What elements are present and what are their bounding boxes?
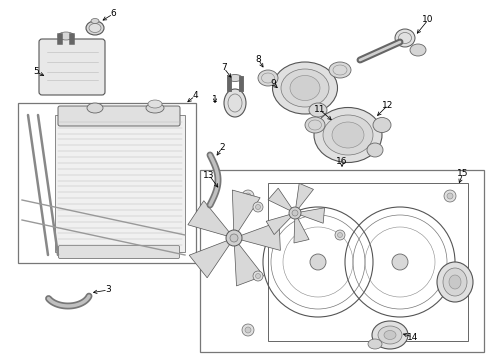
Text: 7: 7 xyxy=(221,63,227,72)
Ellipse shape xyxy=(91,18,99,23)
Circle shape xyxy=(226,230,242,246)
Text: 2: 2 xyxy=(219,144,225,153)
Ellipse shape xyxy=(89,23,101,32)
Text: 16: 16 xyxy=(336,158,348,166)
Ellipse shape xyxy=(367,143,383,157)
Polygon shape xyxy=(188,201,230,237)
Circle shape xyxy=(242,190,254,202)
Circle shape xyxy=(444,190,456,202)
Circle shape xyxy=(245,193,251,199)
Ellipse shape xyxy=(272,62,338,114)
Circle shape xyxy=(253,202,263,212)
Ellipse shape xyxy=(86,21,104,35)
Polygon shape xyxy=(240,222,280,251)
Polygon shape xyxy=(55,115,185,252)
Polygon shape xyxy=(266,214,292,235)
Ellipse shape xyxy=(329,62,351,78)
Text: 13: 13 xyxy=(203,171,215,180)
Polygon shape xyxy=(295,183,314,210)
Circle shape xyxy=(230,234,238,242)
Ellipse shape xyxy=(305,117,325,133)
Text: 3: 3 xyxy=(105,285,111,294)
Ellipse shape xyxy=(309,103,327,117)
Ellipse shape xyxy=(87,103,103,113)
Circle shape xyxy=(335,230,345,240)
Ellipse shape xyxy=(373,117,391,132)
Circle shape xyxy=(310,254,326,270)
Circle shape xyxy=(245,327,251,333)
Ellipse shape xyxy=(148,100,162,108)
Bar xyxy=(268,183,468,341)
Circle shape xyxy=(255,274,261,279)
Polygon shape xyxy=(234,243,264,286)
Ellipse shape xyxy=(410,44,426,56)
Ellipse shape xyxy=(378,326,402,344)
Ellipse shape xyxy=(323,115,373,155)
Circle shape xyxy=(253,271,263,281)
Ellipse shape xyxy=(314,108,382,162)
Text: 8: 8 xyxy=(255,54,261,63)
Bar xyxy=(18,103,196,263)
Polygon shape xyxy=(268,188,293,211)
FancyBboxPatch shape xyxy=(39,39,105,95)
Ellipse shape xyxy=(281,69,329,107)
Polygon shape xyxy=(299,208,324,223)
Polygon shape xyxy=(232,190,260,233)
Ellipse shape xyxy=(146,103,164,113)
FancyBboxPatch shape xyxy=(58,106,180,126)
Ellipse shape xyxy=(258,70,278,86)
Ellipse shape xyxy=(368,339,382,349)
Text: 5: 5 xyxy=(33,68,39,77)
Circle shape xyxy=(392,254,408,270)
Ellipse shape xyxy=(224,89,246,117)
Circle shape xyxy=(255,204,261,210)
Text: 14: 14 xyxy=(407,333,418,342)
Circle shape xyxy=(242,324,254,336)
Ellipse shape xyxy=(384,330,396,339)
Text: 4: 4 xyxy=(192,91,198,100)
Polygon shape xyxy=(189,240,231,278)
Text: 10: 10 xyxy=(422,15,434,24)
Ellipse shape xyxy=(372,321,408,349)
Text: 9: 9 xyxy=(270,80,276,89)
Text: 15: 15 xyxy=(457,168,469,177)
Circle shape xyxy=(447,193,453,199)
Circle shape xyxy=(289,207,301,219)
Text: 11: 11 xyxy=(314,105,326,114)
Ellipse shape xyxy=(228,75,242,81)
Text: 6: 6 xyxy=(110,9,116,18)
Bar xyxy=(200,170,484,352)
Circle shape xyxy=(338,233,343,238)
Ellipse shape xyxy=(290,76,320,100)
Ellipse shape xyxy=(58,32,74,40)
Ellipse shape xyxy=(332,122,364,148)
Ellipse shape xyxy=(395,29,415,47)
Polygon shape xyxy=(294,216,309,243)
Text: 1: 1 xyxy=(212,94,218,104)
FancyBboxPatch shape xyxy=(58,246,179,258)
Ellipse shape xyxy=(449,275,461,289)
Text: 12: 12 xyxy=(382,100,393,109)
Ellipse shape xyxy=(443,268,467,296)
Ellipse shape xyxy=(437,262,473,302)
Circle shape xyxy=(292,210,298,216)
